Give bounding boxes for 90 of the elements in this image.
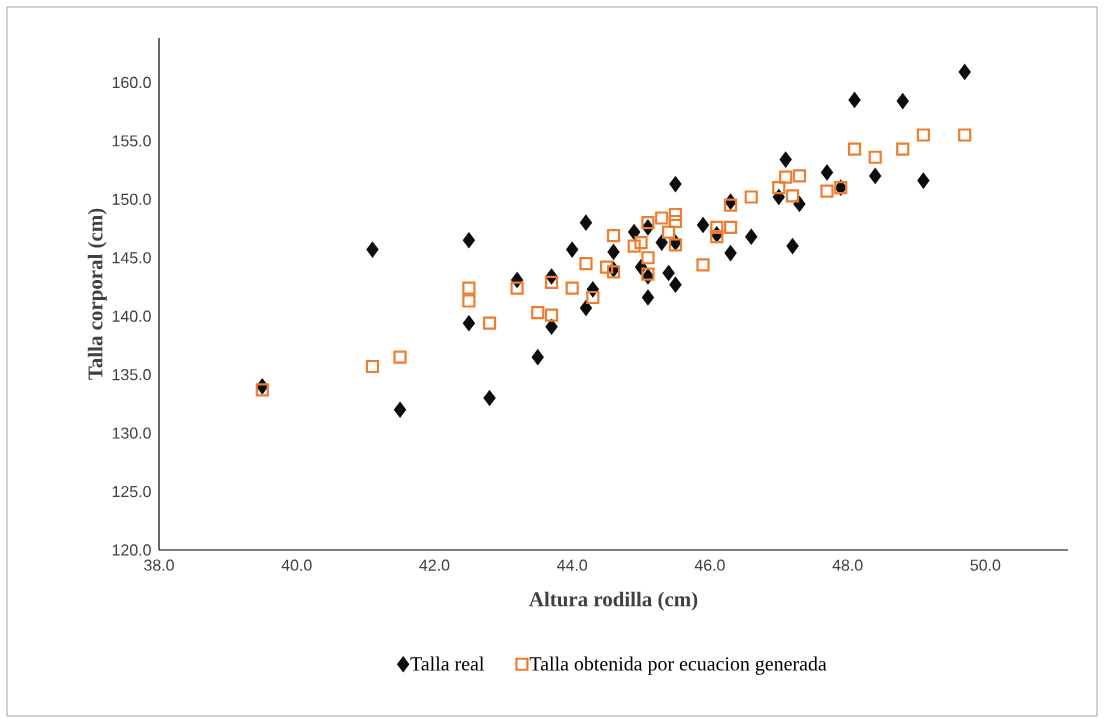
x-tick-label: 38.0 bbox=[144, 559, 174, 571]
point bbox=[600, 260, 614, 274]
y-tick-label: 145.0 bbox=[112, 252, 151, 264]
point bbox=[779, 151, 792, 168]
point bbox=[628, 224, 641, 240]
point bbox=[723, 220, 738, 234]
point bbox=[696, 258, 710, 272]
point bbox=[669, 176, 682, 192]
point bbox=[744, 190, 758, 204]
x-tick-label: 46.0 bbox=[694, 559, 725, 571]
point bbox=[393, 350, 407, 364]
point bbox=[868, 150, 882, 164]
point bbox=[545, 319, 558, 335]
point bbox=[586, 290, 600, 305]
point bbox=[462, 294, 476, 308]
point bbox=[710, 230, 724, 244]
point bbox=[641, 267, 655, 281]
point bbox=[958, 128, 972, 142]
point bbox=[662, 225, 676, 239]
point bbox=[579, 215, 592, 231]
y-tick-label: 135.0 bbox=[112, 369, 151, 381]
x-tick-label: 48.0 bbox=[832, 559, 863, 571]
point bbox=[394, 402, 406, 418]
x-tick-label: 50.0 bbox=[970, 559, 1001, 571]
point bbox=[786, 238, 799, 254]
point bbox=[483, 390, 496, 406]
point bbox=[641, 251, 655, 265]
point bbox=[482, 316, 497, 330]
point bbox=[606, 265, 621, 279]
point bbox=[566, 241, 579, 258]
point bbox=[510, 281, 524, 295]
point bbox=[366, 241, 379, 258]
point bbox=[916, 128, 930, 142]
point bbox=[896, 93, 909, 109]
point bbox=[772, 181, 786, 195]
point bbox=[607, 244, 620, 260]
point bbox=[958, 64, 971, 80]
x-tick-label: 42.0 bbox=[419, 559, 450, 571]
point bbox=[655, 211, 669, 225]
point bbox=[724, 245, 737, 261]
point bbox=[821, 164, 833, 181]
point bbox=[697, 217, 709, 233]
point bbox=[634, 235, 648, 250]
point bbox=[531, 306, 545, 320]
point bbox=[641, 216, 655, 230]
point bbox=[745, 229, 758, 245]
point bbox=[462, 315, 475, 331]
point bbox=[579, 257, 593, 271]
x-tick-label: 44.0 bbox=[557, 559, 588, 571]
point bbox=[785, 189, 800, 203]
x-tick-label: 40.0 bbox=[281, 559, 312, 571]
point bbox=[917, 173, 930, 189]
point bbox=[662, 265, 675, 281]
point bbox=[641, 289, 654, 306]
y-tick-label: 160.0 bbox=[112, 76, 151, 89]
y-tick-label: 125.0 bbox=[112, 485, 151, 498]
point bbox=[462, 281, 476, 295]
y-axis-title: Talla corporal (cm) bbox=[87, 208, 107, 380]
point bbox=[820, 184, 834, 198]
legend-label: Talla real bbox=[410, 656, 485, 671]
point bbox=[544, 308, 559, 322]
point bbox=[896, 142, 910, 156]
point bbox=[668, 207, 683, 222]
point bbox=[606, 228, 621, 243]
point bbox=[627, 239, 641, 253]
point bbox=[255, 383, 269, 397]
y-tick-label: 120.0 bbox=[112, 544, 151, 556]
point bbox=[668, 238, 683, 252]
y-tick-label: 155.0 bbox=[112, 135, 151, 147]
point bbox=[462, 232, 475, 248]
point bbox=[848, 92, 861, 108]
y-tick-label: 130.0 bbox=[112, 427, 151, 439]
point bbox=[869, 168, 882, 184]
point bbox=[723, 198, 738, 212]
point bbox=[544, 275, 559, 289]
point bbox=[365, 359, 380, 374]
point bbox=[710, 220, 724, 234]
point bbox=[779, 170, 793, 184]
point bbox=[655, 234, 668, 251]
point bbox=[669, 277, 682, 293]
point bbox=[579, 300, 592, 316]
point bbox=[531, 349, 544, 365]
y-tick-label: 140.0 bbox=[112, 310, 151, 322]
point bbox=[847, 142, 862, 156]
legend-label: Talla obtenida por ecuacion generada bbox=[529, 656, 827, 675]
y-tick-label: 150.0 bbox=[112, 193, 151, 205]
x-axis-title: Altura rodilla (cm) bbox=[529, 591, 698, 611]
point bbox=[565, 281, 579, 295]
point bbox=[668, 214, 683, 229]
point bbox=[792, 169, 807, 183]
